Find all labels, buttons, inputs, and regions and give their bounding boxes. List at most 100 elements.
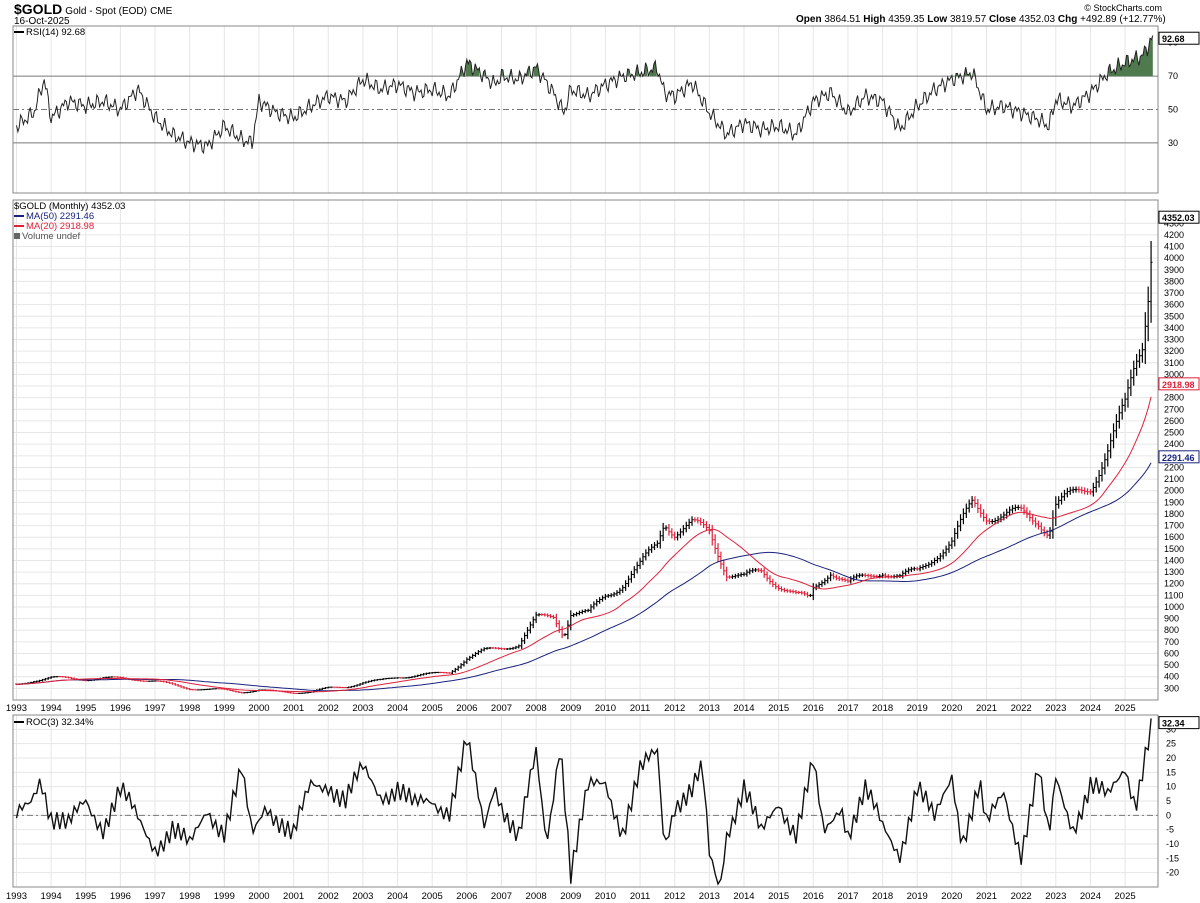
price-bar: [1135, 353, 1139, 376]
price-bar: [531, 616, 535, 629]
price-bar: [621, 584, 625, 593]
price-bar: [361, 681, 365, 685]
price-bar: [1039, 522, 1043, 534]
rsi-overbought-fill: [635, 64, 639, 77]
price-bar: [560, 626, 564, 639]
price-bar: [840, 576, 844, 582]
x-mid-tick-2003: 2003: [352, 703, 373, 714]
price-bar: [419, 673, 423, 677]
price-bar: [661, 522, 665, 542]
x-bot-tick-2004: 2004: [387, 891, 408, 902]
price-bar: [1123, 392, 1127, 412]
price-bar: [191, 689, 195, 691]
price-bar: [205, 688, 209, 691]
quote-bar: Open 3864.51 High 4359.35 Low 3819.57 Cl…: [796, 14, 1166, 25]
price-bar: [251, 690, 255, 693]
price-bar: [1010, 505, 1014, 514]
high-value: 4359.35: [888, 14, 925, 25]
price-bar: [329, 686, 333, 688]
price-ytick-2400: 2400: [1164, 439, 1184, 449]
price-bar: [624, 580, 628, 591]
price-bar: [1074, 486, 1078, 493]
price-bar: [436, 671, 440, 674]
chart-date: 16-Oct-2025: [14, 16, 70, 27]
price-bar: [826, 575, 830, 584]
price-frame: [12, 199, 1159, 701]
price-bar: [719, 551, 723, 569]
x-mid-tick-1998: 1998: [179, 703, 200, 714]
price-bar: [806, 591, 810, 598]
price-bar: [673, 531, 677, 541]
brand-logo[interactable]: © StockCharts.com: [1084, 3, 1162, 13]
price-bar: [228, 689, 232, 692]
price-bar: [1138, 349, 1142, 368]
price-bar: [422, 673, 426, 676]
price-bar: [234, 690, 238, 693]
price-bar: [907, 567, 911, 574]
roc-last-value-box: [1158, 716, 1200, 730]
price-bar: [141, 680, 145, 682]
price-bar: [725, 566, 729, 582]
ma20-swatch: [14, 225, 24, 228]
price-bar: [759, 568, 763, 573]
price-bar: [401, 677, 405, 679]
price-bar: [586, 608, 590, 613]
price-ytick-900: 900: [1164, 614, 1179, 624]
price-bar: [245, 691, 249, 694]
price-bar: [367, 680, 371, 683]
price-bar: [742, 572, 746, 577]
rsi-overbought-fill: [465, 59, 480, 77]
price-bar: [346, 686, 350, 689]
price-bar: [1068, 486, 1072, 495]
price-bar: [1016, 504, 1020, 511]
price-bar: [736, 572, 740, 578]
price-bar: [823, 578, 827, 586]
price-bar: [1146, 286, 1150, 342]
price-bar: [479, 648, 483, 654]
price-bar: [185, 687, 189, 690]
roc-legend-text: ROC(3) 32.34%: [26, 717, 94, 728]
x-mid-tick-2019: 2019: [907, 703, 928, 714]
price-bar: [985, 513, 989, 525]
price-bar: [684, 521, 688, 533]
price-bar: [716, 543, 720, 562]
price-bar: [814, 583, 818, 591]
price-bar: [424, 672, 428, 675]
price-bar: [468, 655, 472, 661]
price-bar: [372, 679, 376, 682]
ma20-last-value-text: 2918.98: [1162, 380, 1195, 390]
low-label: Low: [927, 14, 948, 25]
price-bar: [144, 680, 148, 682]
roc-ytick-0: 0: [1166, 810, 1171, 820]
rsi-ytick-70: 70: [1168, 71, 1178, 81]
price-bar: [292, 692, 296, 694]
price-bar: [589, 604, 593, 614]
price-bar: [450, 669, 454, 675]
price-bar: [165, 681, 169, 684]
price-bar: [846, 578, 850, 584]
price-bar: [777, 584, 781, 591]
x-bot-tick-2002: 2002: [318, 891, 339, 902]
price-bar: [713, 534, 717, 554]
price-ytick-2100: 2100: [1164, 474, 1184, 484]
price-ytick-3800: 3800: [1164, 276, 1184, 286]
price-bar: [950, 537, 954, 549]
x-bot-tick-2000: 2000: [248, 891, 269, 902]
price-bar: [909, 566, 913, 573]
price-bar: [199, 689, 203, 691]
price-bar: [956, 520, 960, 539]
price-bar: [49, 676, 53, 679]
price-bar: [118, 676, 122, 679]
price-bar: [208, 688, 212, 690]
price-bar: [641, 552, 645, 566]
price-bar: [427, 672, 431, 675]
chg-value: +492.89 (+12.77%): [1080, 14, 1166, 25]
roc-ytick-5: 5: [1166, 796, 1171, 806]
price-bar: [38, 679, 42, 683]
x-mid-tick-1999: 1999: [214, 703, 235, 714]
ma50-swatch: [14, 215, 24, 218]
x-mid-tick-2005: 2005: [422, 703, 443, 714]
price-bar: [147, 680, 151, 682]
x-mid-tick-2013: 2013: [699, 703, 720, 714]
price-bar: [66, 676, 70, 679]
